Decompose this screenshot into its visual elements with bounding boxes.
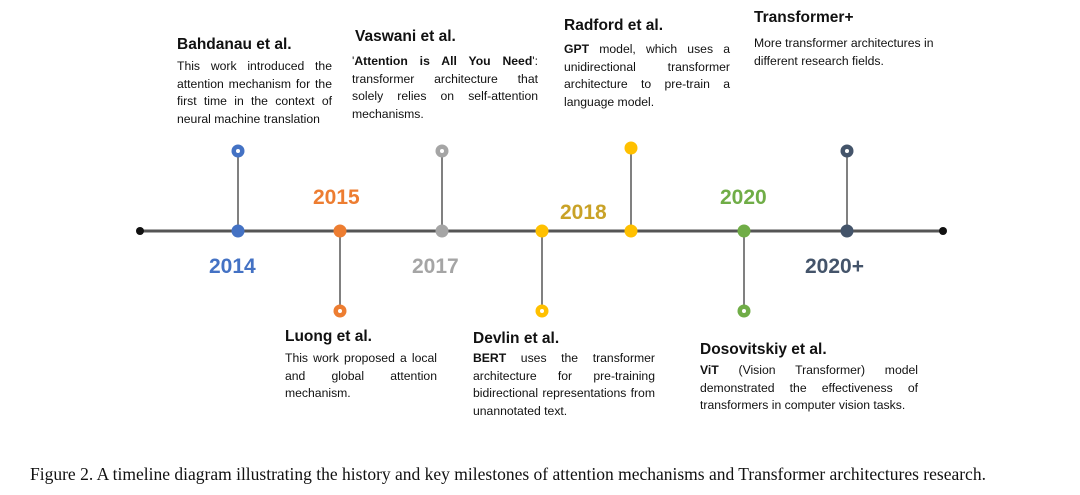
transformerplus-description: More transformer architectures in differ…: [754, 36, 934, 68]
radford-description-text: model, which uses a unidirectional trans…: [564, 42, 730, 109]
axis-marker-2017: [435, 224, 449, 238]
dosovitskiy-description: ViT (Vision Transformer) model demonstra…: [700, 362, 918, 415]
dosovitskiy-description-text: (Vision Transformer) model demonstrated …: [700, 363, 918, 412]
year-label-2020: 2020: [720, 186, 767, 209]
vaswani-quote-open: ': [352, 54, 355, 68]
axis-start-dot: [136, 227, 144, 235]
axis-end-dot: [939, 227, 947, 235]
vaswani-description: 'Attention is All You Need': transformer…: [352, 53, 538, 123]
devlin-author: Devlin et al.: [473, 330, 560, 347]
radford-model-name: GPT: [564, 42, 590, 56]
axis-marker-2018-b: [624, 224, 638, 238]
vaswani-author: Vaswani et al.: [355, 28, 456, 45]
devlin-description-text: uses the transformer architecture for pr…: [473, 351, 655, 418]
devlin-description: BERT uses the transformer architecture f…: [473, 350, 655, 420]
year-label-2018: 2018: [560, 201, 607, 224]
year-label-2020plus: 2020+: [805, 255, 864, 278]
luong-author: Luong et al.: [285, 328, 372, 345]
end-marker-2020plus: [840, 144, 854, 158]
vaswani-paper-title: Attention is All You Need: [354, 54, 533, 68]
end-marker-2015: [333, 304, 347, 318]
end-marker-2014: [231, 144, 245, 158]
dosovitskiy-model-name: ViT: [700, 363, 719, 377]
vaswani-quote-close: ':: [532, 54, 538, 68]
devlin-model-name: BERT: [473, 351, 507, 365]
end-marker-2017: [435, 144, 449, 158]
year-label-2014: 2014: [209, 255, 256, 278]
axis-marker-2015: [333, 224, 347, 238]
bahdanau-description: This work introduced the attention mecha…: [177, 59, 332, 126]
axis-marker-2014: [231, 224, 245, 238]
axis-marker-2020: [737, 224, 751, 238]
dosovitskiy-author: Dosovitskiy et al.: [700, 341, 827, 358]
luong-description: This work proposed a local and global at…: [285, 351, 437, 400]
radford-author: Radford et al.: [564, 17, 664, 34]
radford-description: GPT model, which uses a unidirectional t…: [564, 41, 730, 111]
end-marker-2018-radford: [624, 141, 638, 155]
axis-marker-2018-a: [535, 224, 549, 238]
year-label-2017: 2017: [412, 255, 459, 278]
year-label-2015: 2015: [313, 186, 360, 209]
transformerplus-title: Transformer+: [754, 9, 854, 26]
vaswani-description-text: transformer architecture that solely rel…: [352, 71, 538, 121]
axis-marker-2020plus: [840, 224, 854, 238]
figure-caption: Figure 2. A timeline diagram illustratin…: [30, 464, 986, 484]
bahdanau-author: Bahdanau et al.: [177, 36, 292, 53]
end-marker-2020: [737, 304, 751, 318]
end-marker-2018-devlin: [535, 304, 549, 318]
